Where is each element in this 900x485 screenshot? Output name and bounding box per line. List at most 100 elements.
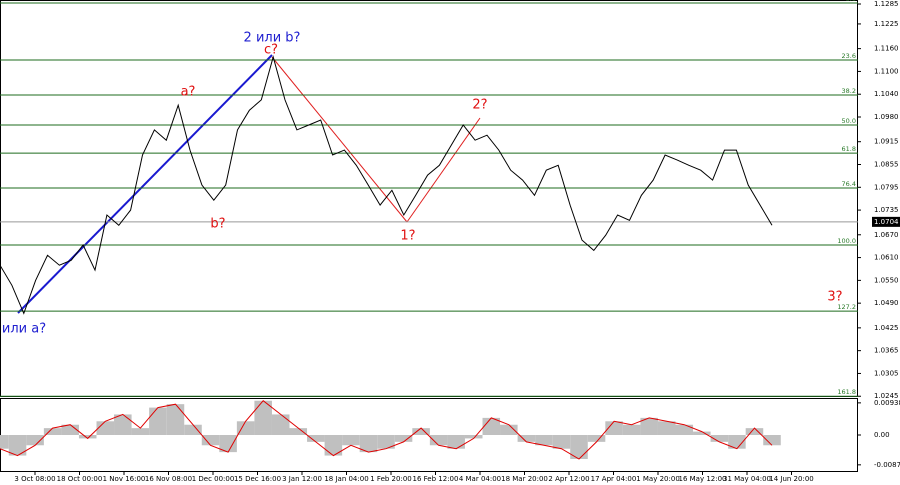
wave-line [271, 56, 408, 223]
histogram-bar [710, 435, 729, 442]
histogram-bar [535, 435, 553, 446]
x-tick-label: 16 Feb 12:00 [413, 475, 459, 483]
y-tick-label: 0.00 [874, 431, 890, 439]
histogram-bar [605, 421, 623, 435]
x-tick-label: 18 Oct 00:00 [57, 475, 103, 483]
x-tick-label: 1 Nov 16:00 [103, 475, 146, 483]
histogram-bar [657, 421, 676, 435]
x-tick-label: 31 May 04:00 [723, 475, 771, 483]
histogram-bar [289, 428, 308, 435]
wave-label: 2? [472, 98, 487, 113]
signal-line [0, 400, 773, 460]
fib-label: 23.6 [842, 52, 856, 60]
x-tick-label: 16 May 12:00 [678, 475, 726, 483]
histogram-bar [464, 435, 483, 439]
y-tick-label: 1.0855 [874, 160, 899, 168]
y-tick-label: 1.0425 [874, 324, 899, 332]
fib-label: 127.2 [837, 303, 856, 311]
histogram-bar [622, 424, 641, 435]
histogram-bar [254, 400, 272, 435]
histogram-bar [587, 435, 606, 442]
wave-label: 3? [827, 290, 842, 305]
y-tick-label: -0.00871 [874, 461, 900, 469]
histogram-bar [236, 421, 255, 435]
histogram-bar [184, 424, 202, 435]
y-tick-label: 1.0365 [874, 347, 899, 355]
y-tick-label: 1.1100 [874, 67, 899, 75]
wave-line [17, 54, 273, 314]
y-tick-label: 1.0915 [874, 138, 899, 146]
y-tick-label: 0.00938 [874, 399, 900, 407]
histogram-bar [324, 435, 343, 456]
histogram-bar [201, 435, 220, 446]
y-tick-label: 1.0795 [874, 183, 899, 191]
y-tick-label: 1.0610 [874, 254, 899, 262]
fib-label: 0.0 [846, 0, 856, 3]
x-tick-label: 1 Feb 20:00 [370, 475, 411, 483]
y-tick-label: 1.0490 [874, 299, 899, 307]
histogram-bar [745, 428, 764, 435]
wave-label: a? [181, 85, 196, 100]
x-tick-label: 16 Nov 08:00 [145, 475, 192, 483]
x-tick-label: 1 Dec 00:00 [192, 475, 235, 483]
histogram-bar [149, 407, 167, 435]
x-tick-label: 3 Oct 08:00 [14, 475, 55, 483]
y-tick-label: 1.1285 [874, 0, 899, 8]
y-tick-label: 1.1225 [874, 20, 899, 28]
histogram-bar [412, 428, 430, 435]
histogram-bar [26, 435, 44, 446]
y-tick-label: 1.0735 [874, 206, 899, 214]
histogram-bar [307, 435, 325, 442]
x-tick-label: 18 Mar 20:00 [501, 475, 548, 483]
histogram-bar [78, 435, 97, 439]
y-tick-label: 1.1040 [874, 90, 899, 98]
y-tick-label: 1.0550 [874, 276, 899, 284]
histogram-bar [131, 428, 150, 435]
histogram-bar [447, 435, 465, 449]
histogram-bar [61, 424, 79, 435]
histogram-bar [728, 435, 746, 449]
y-tick-label: 1.0670 [874, 231, 899, 239]
histogram-bar [517, 435, 536, 442]
current-price-box [872, 216, 900, 227]
wave-line [406, 117, 481, 223]
fib-label: 38.2 [842, 87, 856, 95]
fib-label: 161.8 [837, 388, 856, 396]
histogram-bar [114, 414, 132, 435]
histogram-bar [359, 435, 378, 453]
x-tick-label: 1 May 20:00 [636, 475, 680, 483]
x-tick-label: 3 Jan 12:00 [282, 475, 322, 483]
histogram-bar [640, 417, 658, 435]
current-price-label: 1.0704 [874, 218, 899, 226]
histogram-bar [570, 435, 588, 459]
histogram-bar [0, 435, 9, 449]
histogram-bar [166, 404, 185, 435]
histogram-bar [552, 435, 571, 449]
histogram-bar [96, 421, 115, 435]
price-line [0, 55, 773, 315]
y-tick-label: 1.1160 [874, 45, 899, 53]
wave-label: 1? [400, 229, 415, 244]
histogram-bar [271, 414, 290, 435]
histogram-bar [482, 417, 501, 435]
wave-label: или a? [2, 322, 46, 337]
x-tick-label: 17 Apr 04:00 [591, 475, 637, 483]
x-tick-label: 15 Dec 16:00 [234, 475, 281, 483]
fib-label: 50.0 [842, 117, 856, 125]
histogram-bar [8, 435, 27, 456]
histogram-bar [693, 431, 711, 435]
histogram-bar [342, 435, 360, 446]
histogram-bar [763, 435, 781, 446]
histogram-bar [675, 424, 694, 435]
histogram-bar [43, 428, 62, 435]
x-tick-label: 2 Apr 12:00 [548, 475, 589, 483]
histogram-bar [219, 435, 237, 453]
x-tick-label: 4 Mar 04:00 [459, 475, 501, 483]
y-tick-label: 1.0305 [874, 369, 899, 377]
fib-label: 76.4 [842, 180, 856, 188]
fib-label: 100.0 [837, 237, 856, 245]
y-tick-label: 1.0980 [874, 113, 899, 121]
wave-label: 2 или b? [244, 31, 301, 46]
wave-label: b? [210, 217, 225, 232]
